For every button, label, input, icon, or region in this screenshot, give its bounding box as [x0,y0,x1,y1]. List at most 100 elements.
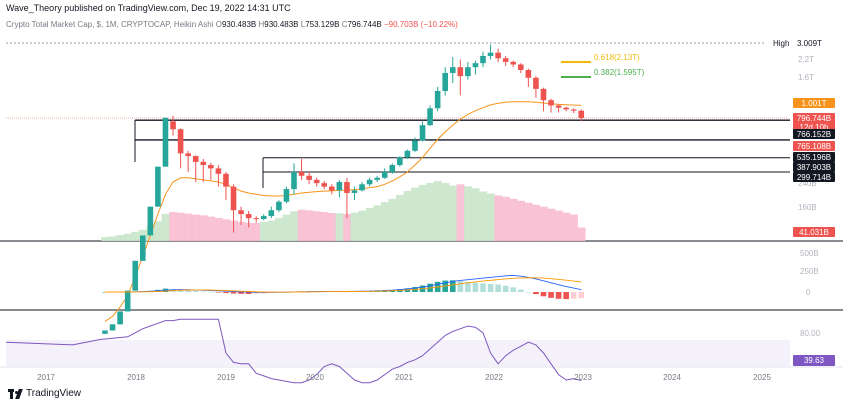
price-tag-label: 299.714B [797,173,831,182]
candle-body [170,121,176,130]
fib-label: 0.382(1.595T) [594,68,645,77]
macd-tick: 250B [800,267,819,276]
price-tag-label: 1.001T [802,99,827,108]
x-tick: 2023 [574,373,592,382]
candle-body [329,186,335,191]
volume-bar [486,193,495,241]
volume-bar [259,221,268,241]
macd-histogram-bar [215,292,222,293]
volume-bar [252,222,261,241]
volume-bar [365,208,374,241]
volume-bar [501,196,510,241]
price-tag [793,162,835,172]
x-tick: 2019 [217,373,235,382]
candle-body [162,117,169,167]
macd-histogram-bar [548,292,554,298]
macd-histogram-bar [518,289,524,292]
candle-body [306,175,312,180]
symbol-info: Crypto Total Market Cap, $, 1M, CRYPTOCA… [6,20,458,29]
volume-bar [532,204,541,241]
macd-histogram-bar [253,292,259,294]
candle-body [555,105,562,108]
high-value: 930.483B [264,20,299,29]
macd-line [105,274,582,293]
countdown-label: 12d 10h [800,123,829,132]
tradingview-logo-icon [8,388,23,399]
price-tick: 1.6T [798,73,814,82]
macd-histogram-bar [465,281,471,292]
price-tag-label: 796.744B [797,114,831,123]
candle-body [313,179,320,184]
close-label: C [341,20,348,29]
candle-body [578,110,585,118]
candle-body [359,184,365,191]
volume-bar [169,211,178,241]
volume-bar [547,208,556,241]
candle-body [563,107,569,110]
volume-bar [320,211,329,241]
volume-bar [131,231,140,241]
candle-body [147,206,154,236]
volume-bar [108,236,117,241]
candle-body [381,171,388,178]
volume-bar [479,191,488,241]
volume-bar [237,221,246,241]
volume-bar [191,214,200,241]
candle-body [495,52,501,59]
candle-body [336,182,343,191]
macd-histogram-bar [570,292,577,299]
price-tag [793,98,835,108]
macd-histogram-bar [495,284,501,292]
volume-bar [494,195,503,241]
candle-body [510,61,517,65]
price-tag [793,113,835,132]
brand-name: TradingView [26,388,82,399]
volume-bar [139,229,147,241]
volume-bar [562,212,571,241]
price-tag [793,129,835,139]
volume-bar [154,221,163,241]
change-value: −90.703B (−10.22%) [383,20,458,29]
candle-body [427,108,433,126]
open-value: 930.483B [221,20,257,29]
x-tick: 2018 [127,373,145,382]
macd-tick: 500B [800,249,819,258]
candle-body [268,210,275,217]
candle-body [140,235,146,261]
macd-histogram-bar [238,292,244,294]
volume-bar [426,182,435,241]
volume-bar [411,187,420,241]
volume-tag [793,227,835,237]
candle-body [185,153,191,157]
volume-bar [403,190,412,241]
macd-histogram-bar [223,292,229,294]
price-tick: 240B [798,179,817,188]
tradingview-brand[interactable]: TradingView [8,388,81,399]
rsi-tick: 80.00 [800,329,821,338]
volume-bar [335,213,344,241]
candle-body [253,218,259,220]
volume-bar [441,182,450,241]
volume-bar [396,194,405,241]
candle-body [102,330,108,334]
candle-body [215,168,222,174]
symbol-name: Crypto Total Market Cap, $, 1M, CRYPTOCA… [6,20,214,29]
x-tick: 2020 [306,373,324,382]
candle-body [117,311,123,325]
rsi-line [5,318,582,384]
candle-body [472,63,479,68]
macd-histogram-bar [245,292,252,295]
signal-line [105,277,582,293]
volume-bar [517,200,525,241]
price-tag-label: 387.903B [797,163,831,172]
candle-body [374,177,380,180]
x-tick: 2025 [753,373,771,382]
volume-bar [328,212,336,241]
macd-histogram-bar [480,283,486,292]
x-tick: 2024 [663,373,681,382]
macd-histogram-bar [200,291,207,292]
candle-body [223,173,229,187]
volume-bar [456,184,465,241]
volume-bar [176,212,185,241]
